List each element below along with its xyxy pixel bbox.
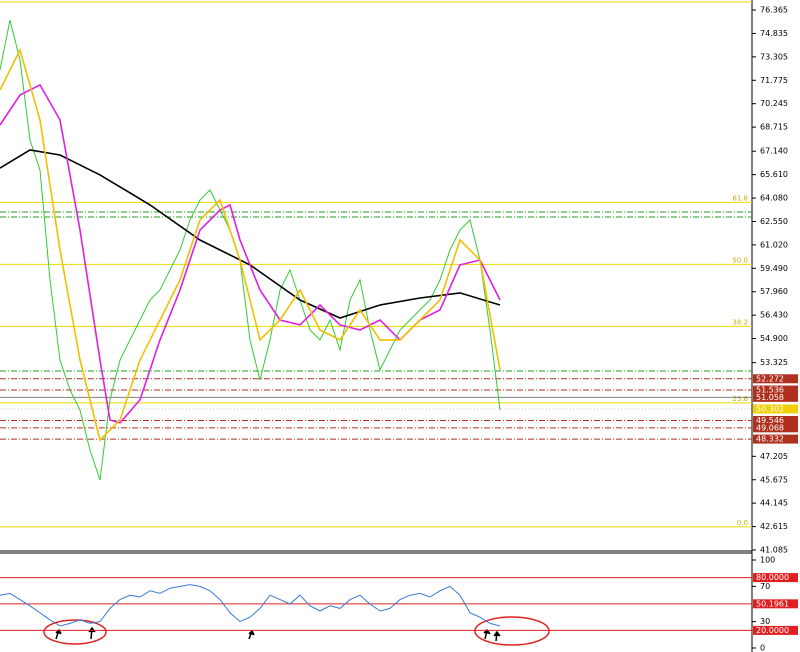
data-line [0,584,501,627]
price-label-box [753,385,798,395]
y-tick-label: 57.960 [760,287,788,296]
y-tick-label: 76.365 [760,6,788,15]
y-tick-label: 62.550 [760,217,788,226]
y-tick-label: 41.085 [760,546,788,555]
y-tick-label: 64.080 [760,194,788,203]
y-tick-label: 100 [760,556,775,565]
price-label: 48.332 [756,435,784,444]
y-tick-label: 65.610 [760,170,788,179]
highlight-ellipse [43,619,107,645]
price-label-box [753,416,798,426]
data-line [0,47,501,442]
y-tick-label: 73.305 [760,52,788,61]
y-tick-label: 54.900 [760,334,788,343]
arrow [493,630,501,642]
price-label-box [753,573,798,583]
price-label: 49.546 [756,416,784,425]
price-label: 51.536 [756,386,784,395]
price-label-box [753,599,798,609]
level-label: 50.0 [732,256,748,264]
y-tick-label: 68.715 [760,123,788,132]
level-label: 0.0 [737,519,748,527]
price-label-box [753,404,798,414]
price-label: 51.058 [756,393,784,402]
y-tick-label: 42.615 [760,522,788,531]
y-tick-label: 61.020 [760,240,788,249]
price-label-box [753,423,798,433]
y-tick-label: 59.490 [760,264,788,273]
y-tick-label: 67.140 [760,147,788,156]
y-tick-label: 71.775 [760,76,788,85]
level-label: 38.2 [732,318,748,326]
y-tick-label: 70 [760,582,770,591]
level-label: 23.6 [732,395,748,403]
y-tick-label: 56.430 [760,311,788,320]
arrow [248,629,255,640]
y-tick-label: 30 [760,617,770,626]
price-label-box [753,392,798,402]
price-label: 20.0000 [756,626,789,635]
price-label: 80.0000 [756,573,789,582]
price-label-box [753,625,798,635]
highlight-ellipse [474,616,550,646]
price-label: 52.272 [756,374,784,383]
y-tick-label: 53.325 [760,358,788,367]
price-label-box [753,434,798,444]
y-tick-label: 0 [760,644,765,652]
y-tick-label: 70.245 [760,99,788,108]
price-label-box [753,374,798,384]
y-tick-label: 47.205 [760,452,788,461]
level-label: 61.8 [732,194,748,202]
price-label: 50.302 [756,404,784,413]
data-line [0,19,501,481]
y-tick-label: 45.675 [760,475,788,484]
price-label: 49.068 [756,423,784,432]
y-tick-label: 44.145 [760,499,788,508]
y-tick-label: 74.835 [760,29,788,38]
price-label: 50.1961 [756,599,789,608]
